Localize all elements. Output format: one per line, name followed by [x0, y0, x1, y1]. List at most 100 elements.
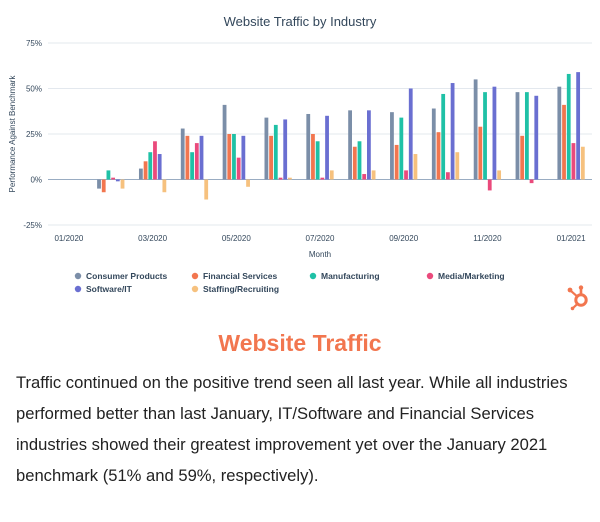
bar [101, 179, 106, 193]
bar [441, 93, 446, 180]
bar [246, 179, 250, 187]
bar [371, 170, 376, 180]
bar [232, 134, 236, 180]
bar [148, 152, 153, 180]
bar [566, 73, 571, 180]
legend-marker [191, 272, 199, 280]
bar [288, 177, 292, 180]
legend-marker [426, 272, 434, 280]
bar [115, 179, 120, 182]
bar [455, 152, 460, 180]
bar [390, 112, 394, 180]
y-tick-label: 50% [26, 85, 42, 94]
bar [483, 92, 487, 180]
bar [190, 152, 195, 180]
bar [315, 141, 320, 180]
bar [269, 135, 273, 180]
x-tick-label: 01/2020 [54, 234, 83, 243]
y-tick-label: 25% [26, 130, 42, 139]
x-tick-label: 01/2021 [557, 234, 586, 243]
bar [520, 135, 525, 180]
x-axis-label: Month [309, 250, 331, 259]
y-tick-label: 75% [26, 39, 42, 48]
bar [450, 83, 455, 180]
legend-marker [74, 285, 82, 293]
bar [278, 177, 283, 180]
legend-label: Media/Marketing [438, 271, 505, 281]
chart-title: Website Traffic by Industry [224, 14, 377, 29]
bar [111, 177, 116, 180]
bar [329, 170, 334, 180]
bar [562, 104, 566, 180]
bar [534, 95, 539, 180]
bar [497, 170, 502, 180]
bar [362, 174, 367, 180]
y-tick-label: 0% [30, 176, 42, 185]
x-tick-label: 09/2020 [389, 234, 418, 243]
bar [431, 108, 436, 180]
bar [120, 179, 125, 189]
bar [153, 141, 157, 180]
bar [311, 134, 315, 180]
bar [138, 168, 143, 180]
bar [236, 157, 241, 180]
bar [185, 135, 190, 180]
legend-label: Software/IT [86, 284, 133, 294]
bar [320, 177, 325, 180]
x-tick-label: 05/2020 [222, 234, 251, 243]
y-axis-label: Performance Against Benchmark [8, 75, 17, 193]
bar [529, 179, 534, 184]
website-traffic-chart: Website Traffic by Industry 75% 50% 25% 0% -2… [8, 14, 592, 294]
bar [557, 86, 562, 180]
legend-label: Staffing/Recruiting [203, 284, 279, 294]
bar [199, 135, 204, 180]
legend-marker [74, 272, 82, 280]
bar [227, 134, 232, 180]
bar [445, 172, 450, 180]
legend-label: Financial Services [203, 271, 277, 281]
bar [180, 128, 185, 180]
bar [357, 141, 362, 180]
bar [97, 179, 101, 189]
y-tick-label: -25% [23, 221, 42, 230]
bar [394, 144, 399, 180]
bar [283, 119, 288, 180]
x-tick-label: 11/2020 [473, 234, 502, 243]
legend-label: Consumer Products [86, 271, 168, 281]
bar [222, 104, 227, 180]
bar [576, 72, 581, 180]
x-tick-label: 03/2020 [138, 234, 167, 243]
bar [306, 113, 311, 180]
section-body-text: Traffic continued on the positive trend … [16, 373, 568, 485]
legend-marker [309, 272, 317, 280]
bar [264, 117, 269, 180]
bar [524, 92, 529, 180]
bar [413, 154, 418, 180]
bar [162, 179, 167, 193]
hubspot-sprocket-icon [567, 285, 588, 311]
section-heading: Website Traffic [218, 330, 382, 356]
bar [473, 79, 478, 180]
bar [325, 115, 329, 180]
bar [241, 135, 246, 180]
legend-label: Manufacturing [321, 271, 380, 281]
x-tick-label: 07/2020 [306, 234, 335, 243]
bar [367, 110, 371, 180]
bar [352, 146, 357, 180]
bar [515, 92, 520, 180]
bar [404, 170, 408, 180]
bar [348, 110, 352, 180]
bar [408, 88, 413, 180]
bar [157, 154, 162, 180]
bar [571, 143, 576, 180]
bar [436, 132, 441, 180]
bar [492, 86, 497, 180]
bar [143, 161, 148, 180]
bar [478, 126, 483, 180]
bar [106, 170, 111, 180]
bar [273, 124, 278, 180]
legend-marker [191, 285, 199, 293]
bar [399, 117, 404, 180]
bar [194, 143, 199, 180]
